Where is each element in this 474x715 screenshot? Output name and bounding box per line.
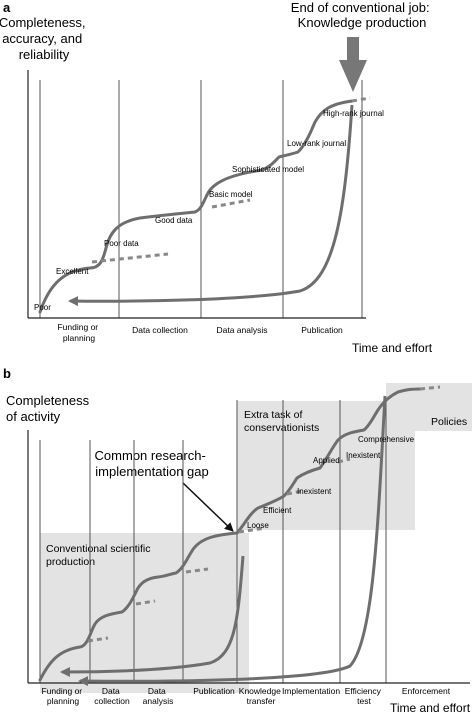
panel-a-dotted-extension: [351, 96, 371, 103]
panel-b-dotted-extension: [419, 385, 441, 391]
stage-label: Loose: [247, 521, 269, 530]
phase-label: Data collection: [94, 686, 130, 706]
panel-b-x-label: Time and effort: [390, 701, 471, 715]
stage-label: Applied: [313, 456, 340, 465]
panel-a-y-label: Completeness, accuracy, and reliability: [0, 15, 89, 62]
panel-b-dotted-extension: [238, 526, 266, 534]
phase-label: Knowledge transfer: [239, 686, 283, 706]
panel-b-return-arrow: [60, 555, 245, 677]
stage-label: Efficient: [263, 506, 292, 515]
panel-b-progress-curve: [38, 387, 422, 682]
phase-label: Data analysis: [143, 686, 174, 706]
phase-label: Efficiency test: [345, 686, 384, 706]
phase-label: Publication: [301, 325, 343, 335]
stage-label: Basic model: [209, 190, 253, 199]
stage-label: Excellent: [56, 267, 89, 276]
stage-label: Poor data: [104, 239, 139, 248]
region-policies-label: Policies: [431, 416, 467, 428]
panel-b-return-arrow-long: [78, 395, 387, 687]
panel-a: a Completeness, accuracy, and reliabilit…: [0, 0, 433, 355]
phase-label: Enforcement: [402, 686, 451, 696]
panel-a-dotted-extension: [91, 252, 169, 264]
region-extra-label: Extra task of conservationists: [244, 409, 319, 434]
stage-label: Comprehensive: [358, 435, 415, 444]
stage-label: Sophisticated model: [232, 165, 304, 174]
phase-label: Data analysis: [216, 325, 267, 335]
panel-a-return-arrow: [68, 104, 354, 307]
panel-a-dotted-extension: [211, 198, 251, 209]
stage-label: Inexistent: [346, 451, 381, 460]
phase-label: Publication: [193, 686, 235, 696]
panel-b: b Completeness of activity Common resear…: [3, 366, 472, 715]
panel-b-dotted-extension: [337, 457, 351, 464]
region-conventional-label: Conventional scientific production: [46, 543, 153, 568]
gap-label: Common research- implementation gap: [95, 448, 210, 479]
region-extra: [237, 401, 415, 530]
panel-a-letter: a: [3, 0, 11, 15]
panel-b-letter: b: [3, 366, 11, 381]
panel-b-y-label: Completeness of activity: [6, 393, 93, 424]
phase-label: Implementation: [282, 686, 340, 696]
panel-b-dotted-extension: [286, 489, 303, 496]
phase-label: Funding or planning: [57, 322, 100, 343]
panel-b-dotted-extension: [185, 567, 209, 574]
panel-b-dotted-extension: [135, 599, 156, 606]
stage-label: Good data: [155, 216, 193, 225]
knowledge-production-arrow: [339, 37, 367, 92]
phase-label: Funding or planning: [41, 686, 84, 706]
stage-label: High-rank journal: [323, 109, 384, 118]
panel-a-x-label: Time and effort: [352, 341, 433, 355]
phase-label: Data collection: [132, 325, 188, 335]
panel-a-callout: End of conventional job: Knowledge produ…: [291, 0, 433, 30]
stage-label: Poor: [34, 303, 51, 312]
stage-label: Low-rank journal: [287, 139, 346, 148]
panel-b-dotted-extension: [87, 636, 109, 643]
gap-pointer-arrow: [182, 482, 234, 532]
region-conventional: [40, 533, 249, 693]
stage-label: Inexistent: [297, 487, 332, 496]
panel-a-progress-curve: [38, 99, 354, 314]
